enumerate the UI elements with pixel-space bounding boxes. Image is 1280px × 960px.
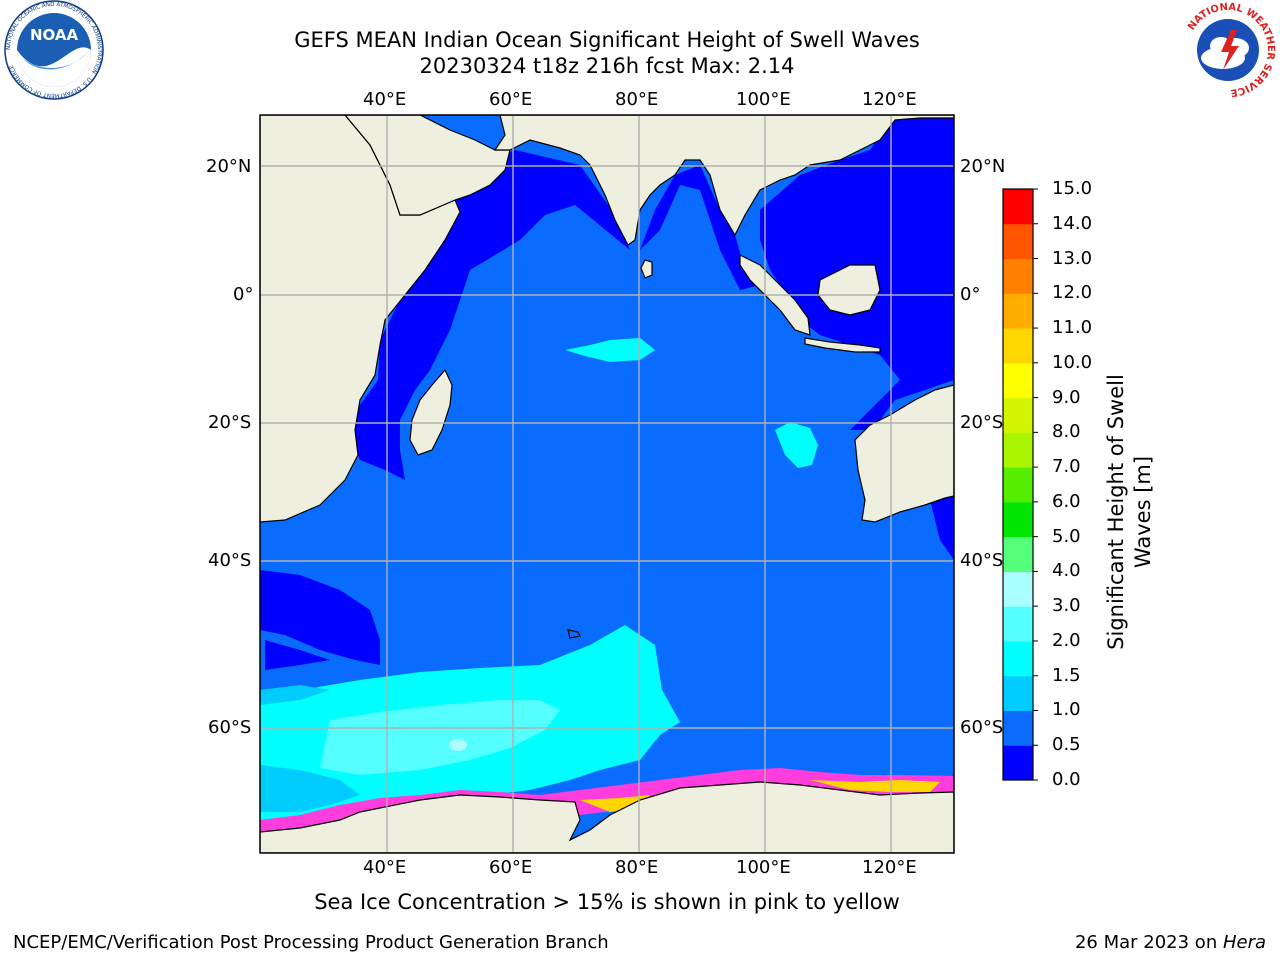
colorbar-tick-label: 15.0 — [1052, 178, 1093, 199]
footer-branch: NCEP/EMC/Verification Post Processing Pr… — [13, 932, 609, 953]
colorbar-swatch-1.0 — [1003, 675, 1033, 711]
swell-mid-band — [260, 685, 330, 705]
colorbar-swatch-1.5 — [1003, 640, 1033, 677]
colorbar-swatch-11.0 — [1003, 293, 1033, 329]
map-border — [259, 114, 955, 854]
lat-label-right-40s: 40°S — [960, 550, 1004, 571]
svg-text:NOAA: NOAA — [30, 26, 79, 44]
colorbar-label-line1: Significant Height of Swell — [1104, 374, 1128, 650]
map-plot-area — [260, 115, 954, 853]
colorbar-tick-label: 9.0 — [1052, 386, 1081, 408]
colorbar-tick-label: 13.0 — [1052, 247, 1093, 269]
swell-2.0-3.0-patch — [449, 739, 467, 751]
chart-title: GEFS MEAN Indian Ocean Significant Heigh… — [294, 28, 920, 52]
graticule — [260, 115, 954, 853]
lon-label-bottom-100: 100°E — [736, 857, 791, 878]
lat-label-left-0: 0° — [233, 284, 254, 305]
footer-date-text: 26 Mar 2023 on — [1074, 932, 1223, 953]
lat-label-left-40s: 40°S — [208, 550, 252, 571]
land-kerguelen — [567, 629, 581, 639]
swell-band-lower — [260, 765, 360, 812]
sea-ice-yellow-2 — [810, 780, 940, 792]
nws-logo: NATIONAL WEATHER SERVICE — [1177, 0, 1279, 104]
lon-label-top-100: 100°E — [736, 89, 791, 110]
colorbar-swatch-2.0 — [1003, 606, 1033, 642]
colorbar-swatch-14.0 — [1003, 189, 1033, 225]
lat-label-left-20s: 20°S — [208, 412, 252, 433]
colorbar-swatch-5.0 — [1003, 501, 1033, 538]
colorbar-label-line2: Waves [m] — [1131, 455, 1155, 569]
swell-low-bay-of-bengal — [640, 165, 760, 290]
lon-label-top-120: 120°E — [862, 89, 917, 110]
colorbar-swatch-8.0 — [1003, 397, 1033, 433]
land-madagascar — [409, 368, 453, 456]
lat-label-right-20n: 20°N — [960, 156, 1006, 177]
lat-label-right-20s: 20°S — [960, 412, 1004, 433]
colorbar-swatch-6.0 — [1003, 467, 1033, 503]
lon-label-top-40: 40°E — [363, 89, 407, 110]
colorbar-swatch-4.0 — [1003, 536, 1033, 572]
lon-label-bottom-120: 120°E — [862, 857, 917, 878]
colorbar-tick-label: 3.0 — [1052, 595, 1081, 617]
colorbar-border — [1002, 188, 1034, 781]
colorbar-swatch-0.0 — [1003, 745, 1033, 781]
colorbar-tick-label: 14.0 — [1052, 212, 1093, 234]
lon-label-bottom-40: 40°E — [363, 857, 407, 878]
swell-cyan-southeast — [775, 422, 818, 468]
colorbar-swatch-10.0 — [1003, 328, 1033, 364]
colorbar-tick-label: 5.0 — [1052, 525, 1081, 547]
lat-label-left-60s: 60°S — [208, 717, 252, 738]
colorbar-tick-label: 1.5 — [1052, 664, 1081, 686]
lon-label-top-60: 60°E — [489, 89, 533, 110]
lon-label-bottom-80: 80°E — [615, 857, 659, 878]
colorbar-tick-label: 8.0 — [1052, 421, 1081, 443]
sea-ice-caption: Sea Ice Concentration > 15% is shown in … — [314, 890, 900, 914]
swell-low-southwest-2 — [265, 640, 330, 670]
swell-1.5-2.0-patch — [320, 700, 560, 775]
chart-subtitle: 20230324 t18z 216h fcst Max: 2.14 — [419, 54, 795, 78]
lat-label-right-60s: 60°S — [960, 717, 1004, 738]
land-australia — [854, 384, 954, 523]
colorbar-tick-label: 1.0 — [1052, 699, 1081, 721]
lat-label-right-0: 0° — [960, 284, 981, 305]
land-sri-lanka — [640, 259, 653, 279]
colorbar-tick-label: 0.5 — [1052, 734, 1081, 756]
noaa-logo: NOAA NATIONAL OCEANIC AND ATMOSPHERIC AD… — [2, 0, 106, 106]
colorbar-tick-label: 7.0 — [1052, 456, 1081, 478]
land-arabia — [344, 115, 511, 216]
land-antarctica — [260, 781, 954, 853]
lon-label-bottom-60: 60°E — [489, 857, 533, 878]
colorbar-swatch-9.0 — [1003, 362, 1033, 399]
colorbar-swatch-12.0 — [1003, 258, 1033, 294]
colorbar-tick-label: 12.0 — [1052, 282, 1093, 304]
footer-date: 26 Mar 2023 on Hera — [1075, 932, 1266, 953]
swell-low-southwest — [260, 570, 380, 665]
swell-low-arabian-sea — [352, 150, 630, 480]
colorbar — [1003, 188, 1038, 781]
colorbar-tick-label: 11.0 — [1052, 317, 1093, 339]
colorbar-tick-label: 0.0 — [1052, 769, 1081, 790]
colorbar-swatch-3.0 — [1003, 571, 1033, 607]
swell-low-australia-west — [930, 490, 954, 560]
footer-host: Hera — [1222, 932, 1266, 953]
colorbar-label: Significant Height of Swell Waves [m] — [1103, 332, 1157, 692]
colorbar-tick-label: 4.0 — [1052, 560, 1081, 582]
land-masses — [260, 115, 954, 853]
colorbar-tick-label: 2.0 — [1052, 629, 1081, 651]
colorbar-swatch-7.0 — [1003, 432, 1033, 468]
land-java — [804, 337, 881, 353]
land-asia-north — [493, 115, 954, 246]
colorbar-swatch-0.5 — [1003, 710, 1033, 746]
colorbar-tick-label: 6.0 — [1052, 490, 1081, 512]
land-borneo — [817, 264, 881, 316]
swell-cyan-equator — [565, 338, 655, 362]
colorbar-tick-label: 10.0 — [1052, 351, 1093, 373]
colorbar-swatch-13.0 — [1003, 223, 1033, 260]
lon-label-top-80: 80°E — [615, 89, 659, 110]
lat-label-left-20n: 20°N — [206, 156, 252, 177]
